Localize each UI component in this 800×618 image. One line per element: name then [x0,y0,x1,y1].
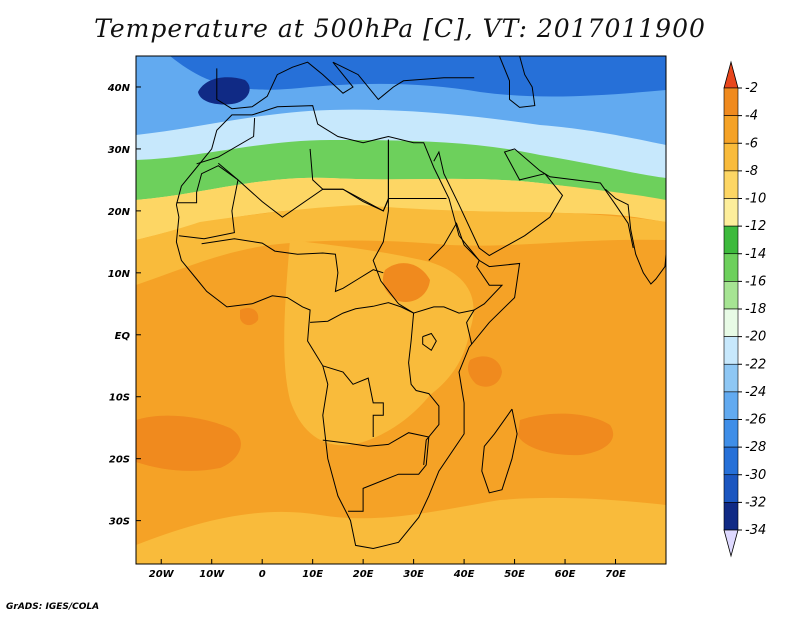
colorbar-segment [723,391,739,420]
colorbar-label: -20 [745,330,766,345]
field-region-warm-spots [382,263,430,302]
lat-tick-label: 10N [108,269,131,280]
map-frame [135,55,667,565]
colorbar-segment [723,502,739,531]
border-nile [372,139,475,314]
colorbar-label: -30 [745,468,766,483]
lat-tick-label: 40N [107,83,131,94]
colorbar-segment [723,170,739,199]
colorbar-segment [723,446,739,476]
lat-tick-label: 30N [108,145,131,156]
colorbar-label: -14 [745,247,766,262]
lon-tick-label: 40E [453,569,475,580]
colorbar-bottom-triangle [723,529,739,558]
colorbar-label: -8 [745,164,758,179]
border-mauritania [176,165,239,240]
colorbar-label: -28 [745,440,766,455]
map-panel: 20W 10W 0 10E 20E 30E 40E 50E 60E 70E 40N 30N 20N 10N… [107,55,667,580]
lon-tick-label: 20E [353,569,374,580]
field-region-warm-spots [468,356,502,387]
lon-tick-label: 60E [555,569,576,580]
field-region-warm-spots [518,413,614,456]
colorbar-top-triangle [723,60,739,89]
colorbar-label: -2 [745,81,758,96]
border-west [201,238,384,293]
colorbar-segment [723,87,739,116]
coastlines [175,55,667,550]
colorbar-segment [723,308,739,337]
lon-tick-label: 30E [403,569,424,580]
field-region-cold-band [170,56,666,97]
caspian-coastline [498,55,536,108]
lon-tick-label: 10W [199,569,225,580]
colorbar-label: -4 [745,109,758,124]
colorbar-segment [723,363,739,393]
colorbar-label: -34 [745,523,766,538]
india-coastline [605,188,667,285]
colorbar-label: -22 [745,357,766,372]
border-morocco [196,117,256,165]
lon-tick-label: 20W [149,569,175,580]
colorbar-segment [723,281,739,310]
lon-tick-label: 50E [504,569,525,580]
colorbar-label: -12 [745,219,766,234]
map-title: Temperature at 500hPa [C], VT: 201701190… [94,14,706,43]
lat-tick-label: EQ [115,331,131,342]
lon-tick-label: 0 [259,569,266,580]
border-south [322,432,430,512]
lon-tick-label: 70E [605,569,626,580]
colorbar-label: -26 [745,413,766,428]
arabia-coastline [433,148,634,257]
colorbar-label: -6 [745,136,758,151]
europe-coastline [216,61,475,110]
colorbar-label: -32 [745,495,766,510]
africa-coastline [175,105,521,550]
colorbar-label: -10 [745,192,766,207]
colorbar-segment [723,474,739,503]
colorbar-segment [723,336,739,365]
colorbar-segment [723,225,739,255]
border-angola [322,365,384,437]
border-horn [428,222,504,345]
colorbar-label: -16 [745,274,766,289]
lat-tick-label: 20N [108,207,131,218]
field-region-orange-band [136,205,666,285]
colorbar-segment [723,115,739,144]
grads-credit: GrADS: IGES/COLA [6,602,100,612]
colorbar-segment [723,198,739,227]
field-region-very-cold-core [198,77,250,105]
colorbar: -2 -4 -6 -8 -10 -12 -14 -16 -18 -20 -22 -24 -26 -28 -3… [723,60,766,558]
colorbar-segment [723,253,739,282]
lake-victoria [422,332,437,352]
lat-tick-label: 10S [109,393,130,404]
colorbar-label: -18 [745,302,766,317]
field-region-orange-band [284,240,474,446]
lat-tick-label: 20S [109,455,130,466]
border-libya [309,139,389,212]
field-region-warm-spots [240,308,259,326]
madagascar-coastline [481,408,518,494]
lat-tick-label: 30S [109,517,130,528]
colorbar-segment [723,142,739,172]
field-region-yellow-band [136,177,666,240]
colorbar-label: -24 [745,385,766,400]
field-region-warm-spots [136,415,241,471]
border-central [310,302,440,465]
axis-ticks: 20W 10W 0 10E 20E 30E 40E 50E 60E 70E 40N 30N 20N 10N… [107,83,626,580]
colorbar-segment [723,419,739,448]
lon-tick-label: 10E [302,569,323,580]
field-region-orange-band [136,497,666,564]
